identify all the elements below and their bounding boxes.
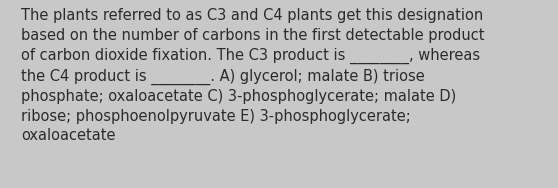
Text: The plants referred to as C3 and C4 plants get this designation
based on the num: The plants referred to as C3 and C4 plan… [21, 8, 485, 143]
